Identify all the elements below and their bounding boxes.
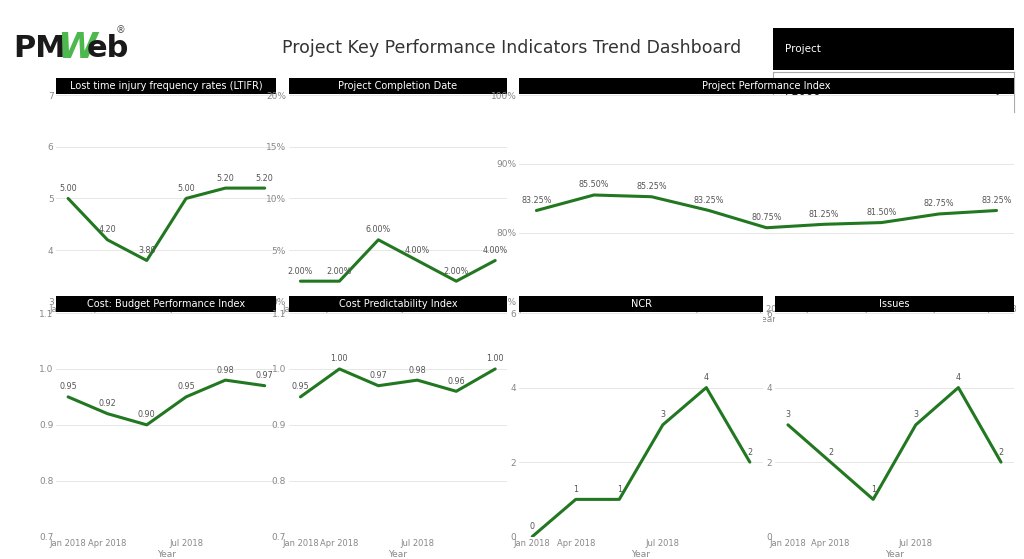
Text: 0.97: 0.97 xyxy=(370,371,387,380)
Text: 5.00: 5.00 xyxy=(177,184,195,193)
Text: 0.95: 0.95 xyxy=(59,382,77,391)
Text: 85.25%: 85.25% xyxy=(636,182,667,191)
Text: 1: 1 xyxy=(573,485,579,494)
Text: Project Completion Date: Project Completion Date xyxy=(338,81,458,91)
Text: 1: 1 xyxy=(616,485,622,494)
Text: ∨: ∨ xyxy=(992,85,1001,98)
Text: 85.50%: 85.50% xyxy=(579,181,609,190)
Text: 2.00%: 2.00% xyxy=(288,267,313,276)
Text: Project Performance Index: Project Performance Index xyxy=(702,81,830,91)
Text: Lost time injury frequency rates (LTIFR): Lost time injury frequency rates (LTIFR) xyxy=(70,81,263,91)
Text: 83.25%: 83.25% xyxy=(693,196,724,205)
Text: 1: 1 xyxy=(870,485,876,494)
Text: W: W xyxy=(57,31,97,65)
Text: Cost Predictability Index: Cost Predictability Index xyxy=(339,299,457,309)
Text: 4.20: 4.20 xyxy=(98,225,117,234)
Text: 0.95: 0.95 xyxy=(177,382,195,391)
Text: NCR: NCR xyxy=(631,299,651,309)
Text: 0: 0 xyxy=(529,522,535,531)
Text: ®: ® xyxy=(116,25,126,35)
Text: 2.00%: 2.00% xyxy=(327,267,352,276)
Text: 4: 4 xyxy=(955,373,961,382)
Text: 3: 3 xyxy=(660,410,666,419)
Text: 0.92: 0.92 xyxy=(98,399,117,408)
Text: 0.97: 0.97 xyxy=(256,371,273,380)
Text: 82.75%: 82.75% xyxy=(924,200,954,209)
Text: 6.00%: 6.00% xyxy=(366,225,391,234)
X-axis label: Year: Year xyxy=(632,550,650,559)
Text: 4.00%: 4.00% xyxy=(404,246,430,255)
X-axis label: Year: Year xyxy=(157,550,176,559)
Text: 83.25%: 83.25% xyxy=(521,196,552,205)
Text: 0.98: 0.98 xyxy=(409,366,426,375)
Text: 3: 3 xyxy=(785,410,791,419)
Text: P1000: P1000 xyxy=(785,85,822,98)
X-axis label: Year: Year xyxy=(388,315,408,324)
Text: Issues: Issues xyxy=(880,299,909,309)
Text: 3: 3 xyxy=(913,410,919,419)
Text: 3.80: 3.80 xyxy=(138,246,156,255)
Text: 80.75%: 80.75% xyxy=(752,213,781,222)
Text: 83.25%: 83.25% xyxy=(981,196,1012,205)
Text: 4: 4 xyxy=(703,373,709,382)
X-axis label: Year: Year xyxy=(157,315,176,324)
Text: 1.00: 1.00 xyxy=(486,354,504,363)
Text: 0.96: 0.96 xyxy=(447,377,465,386)
X-axis label: Year: Year xyxy=(757,315,776,324)
Text: 81.25%: 81.25% xyxy=(809,210,840,219)
Text: 5.00: 5.00 xyxy=(59,184,77,193)
Text: Cost: Budget Performance Index: Cost: Budget Performance Index xyxy=(87,299,246,309)
Text: Project Key Performance Indicators Trend Dashboard: Project Key Performance Indicators Trend… xyxy=(283,39,741,56)
Text: PM: PM xyxy=(13,34,66,63)
Text: eb: eb xyxy=(87,34,129,63)
Text: 5.20: 5.20 xyxy=(256,173,273,183)
Text: 0.98: 0.98 xyxy=(216,366,234,375)
Text: 81.50%: 81.50% xyxy=(866,208,897,217)
Text: 2: 2 xyxy=(748,448,753,457)
Text: 4.00%: 4.00% xyxy=(482,246,508,255)
X-axis label: Year: Year xyxy=(885,550,904,559)
Text: 1.00: 1.00 xyxy=(331,354,348,363)
Text: 0.95: 0.95 xyxy=(292,382,309,391)
Text: 2: 2 xyxy=(828,448,834,457)
Text: Project: Project xyxy=(785,44,821,54)
Text: 2.00%: 2.00% xyxy=(443,267,469,276)
Text: 0.90: 0.90 xyxy=(138,410,156,419)
Text: 5.20: 5.20 xyxy=(216,173,234,183)
X-axis label: Year: Year xyxy=(388,550,408,559)
Text: 2: 2 xyxy=(998,448,1004,457)
